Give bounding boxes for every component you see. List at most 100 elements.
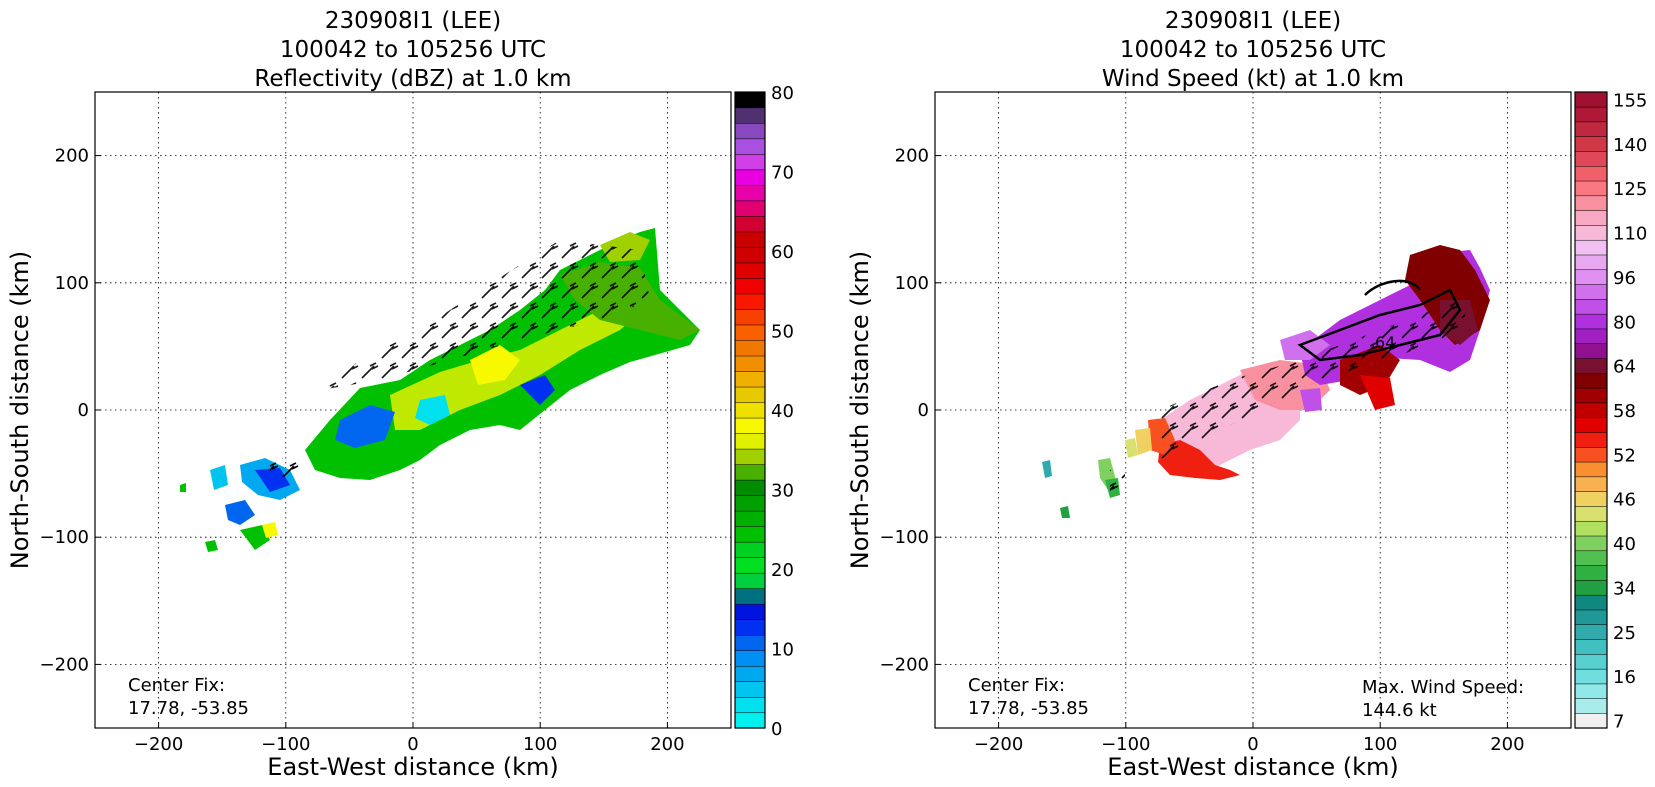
colorbar-segment: [1574, 609, 1608, 626]
x-tick-label: 100: [523, 734, 557, 755]
colorbar-tick-label: 34: [1613, 578, 1636, 599]
x-tick-label: 0: [407, 734, 418, 755]
windspeed-field: 64: [1042, 245, 1490, 518]
colorbar-segment: [734, 433, 766, 450]
colorbar-tick-label: 110: [1613, 224, 1647, 245]
colorbar-segment: [1574, 417, 1608, 433]
panel-title-line-3: Reflectivity (dBZ) at 1.0 km: [254, 66, 571, 92]
colorbar-segment: [1574, 639, 1608, 655]
colorbar-tick-label: 80: [1613, 312, 1636, 333]
y-tick-label: 100: [895, 273, 929, 294]
y-tick-label: 0: [918, 400, 929, 421]
colorbar-segment: [1574, 328, 1608, 344]
colorbar-segment: [734, 417, 766, 434]
colorbar-tick-label: 25: [1613, 623, 1636, 644]
colorbar-segment: [1574, 520, 1608, 537]
colorbar-frame: [1574, 91, 1608, 729]
colorbar-segment: [734, 184, 766, 202]
colorbar-segment: [1574, 698, 1608, 714]
panel-title-line-2: 100042 to 105256 UTC: [1120, 37, 1386, 63]
colorbar-segment: [734, 339, 766, 357]
y-axis-label: North-South distance (km): [6, 251, 34, 570]
colorbar-segment: [1574, 372, 1608, 389]
colorbar-segment: [734, 495, 766, 512]
axis-ticks: −200 −100 0 100 200 −200 −100 0 100 200: [40, 146, 685, 755]
reflectivity-plot-area: Center Fix: 17.78, -53.85: [94, 91, 732, 729]
center-fix-value: 17.78, -53.85: [128, 698, 249, 719]
colorbar-segment: [734, 138, 766, 155]
colorbar-tick-label: 40: [771, 401, 794, 422]
colorbar-tick-label: 64: [1613, 357, 1636, 378]
colorbar-segment: [734, 153, 766, 171]
colorbar-tick-label: 16: [1613, 667, 1636, 688]
colorbar-segment: [1574, 121, 1608, 137]
colorbar-segment: [734, 464, 766, 481]
y-tick-label: 0: [78, 400, 89, 421]
x-axis-label: East-West distance (km): [267, 753, 558, 781]
colorbar-segment: [734, 355, 766, 372]
x-tick-label: 200: [1490, 734, 1524, 755]
center-fix-label: Center Fix:: [128, 675, 225, 696]
colorbar-segment: [1574, 491, 1608, 507]
colorbar-tick-label: 50: [771, 322, 794, 343]
x-tick-label: −100: [1101, 734, 1150, 755]
y-tick-label: −200: [880, 654, 929, 675]
colorbar-segment: [1574, 195, 1608, 211]
colorbar-segment: [1574, 579, 1608, 596]
colorbar-segment: [734, 665, 766, 683]
y-tick-label: −100: [40, 527, 89, 548]
colorbar-segment: [734, 277, 766, 295]
colorbar-segment: [1574, 180, 1608, 197]
colorbar-segment: [1574, 254, 1608, 271]
colorbar-segment: [734, 293, 766, 310]
y-tick-label: 200: [895, 146, 929, 167]
colorbar-segment: [1574, 446, 1608, 463]
x-tick-label: 200: [650, 734, 684, 755]
colorbar-segment: [1574, 431, 1608, 448]
colorbar-segment: [1574, 313, 1608, 330]
colorbar-tick-label: 40: [1613, 534, 1636, 555]
colorbar-tick-label: 140: [1613, 135, 1647, 156]
colorbar-segment: [734, 696, 766, 714]
x-tick-label: 100: [1363, 734, 1397, 755]
colorbar-segment: [1574, 136, 1608, 152]
colorbar-tick-label: 20: [771, 560, 794, 581]
center-fix-value: 17.78, -53.85: [968, 698, 1089, 719]
y-tick-label: −200: [40, 654, 89, 675]
x-tick-label: 0: [1247, 734, 1258, 755]
colorbar-tick-label: 125: [1613, 179, 1647, 200]
windspeed-colorbar: 7 16 25 34 40 46 52 58 64 80 96 110 125 140 155: [1574, 90, 1647, 733]
colorbar-segment: [734, 448, 766, 465]
colorbar-segment: [1574, 668, 1608, 685]
colorbar-segment: [734, 122, 766, 140]
colorbar-segment: [1574, 712, 1608, 729]
colorbar-segment: [734, 215, 766, 233]
panel-title-line-3: Wind Speed (kt) at 1.0 km: [1102, 66, 1404, 92]
axis-ticks: −200 −100 0 100 200 −200 −100 0 100 200: [880, 146, 1525, 755]
x-tick-label: −200: [134, 734, 183, 755]
x-tick-label: −200: [974, 734, 1023, 755]
reflectivity-field: [180, 228, 700, 552]
colorbar-segment: [734, 479, 766, 496]
colorbar-segment: [734, 650, 766, 667]
x-tick-label: −100: [261, 734, 310, 755]
colorbar-segment: [734, 200, 766, 217]
windspeed-panel: 230908I1 (LEE) 100042 to 105256 UTC Wind…: [846, 8, 1647, 781]
x-axis-label: East-West distance (km): [1107, 753, 1398, 781]
colorbar-segment: [1574, 387, 1608, 404]
colorbar-tick-label: 30: [771, 481, 794, 502]
colorbar-segment: [1574, 91, 1608, 108]
colorbar-segment: [734, 262, 766, 279]
colorbar-segment: [734, 510, 766, 527]
colorbar-segment: [734, 370, 766, 388]
panel-title-line-1: 230908I1 (LEE): [325, 8, 501, 34]
colorbar-tick-label: 10: [771, 640, 794, 661]
colorbar-segment: [1574, 343, 1608, 359]
y-tick-label: 200: [55, 146, 89, 167]
colorbar-segment: [734, 324, 766, 341]
colorbar-segment: [1574, 476, 1608, 492]
colorbar-segment: [734, 634, 766, 651]
colorbar-tick-label: 7: [1613, 712, 1624, 733]
colorbar-segment: [734, 572, 766, 589]
colorbar-segment: [1574, 653, 1608, 670]
